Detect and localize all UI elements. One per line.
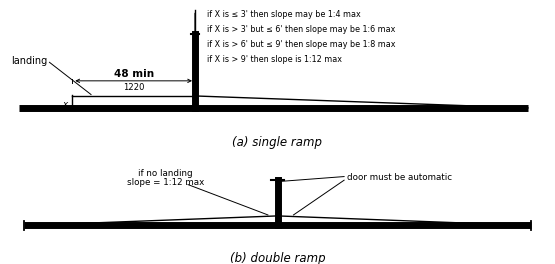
Text: if no landing: if no landing — [138, 169, 193, 178]
Text: if X is > 9' then slope is 1:12 max: if X is > 9' then slope is 1:12 max — [206, 55, 342, 64]
Text: if X is > 6' but ≤ 9' then slope may be 1:8 max: if X is > 6' but ≤ 9' then slope may be … — [206, 40, 395, 49]
Text: if X is ≤ 3' then slope may be 1:4 max: if X is ≤ 3' then slope may be 1:4 max — [206, 10, 360, 20]
Text: (b) double ramp: (b) double ramp — [230, 252, 325, 264]
Text: if X is > 3' but ≤ 6' then slope may be 1:6 max: if X is > 3' but ≤ 6' then slope may be … — [206, 25, 395, 34]
Text: (a) single ramp: (a) single ramp — [233, 136, 322, 149]
Text: x: x — [62, 100, 68, 109]
Text: 48 min: 48 min — [114, 69, 154, 79]
Text: slope = 1:12 max: slope = 1:12 max — [127, 178, 204, 187]
Text: 1220: 1220 — [123, 83, 144, 92]
Text: landing: landing — [11, 56, 47, 66]
Text: door must be automatic: door must be automatic — [347, 173, 452, 182]
